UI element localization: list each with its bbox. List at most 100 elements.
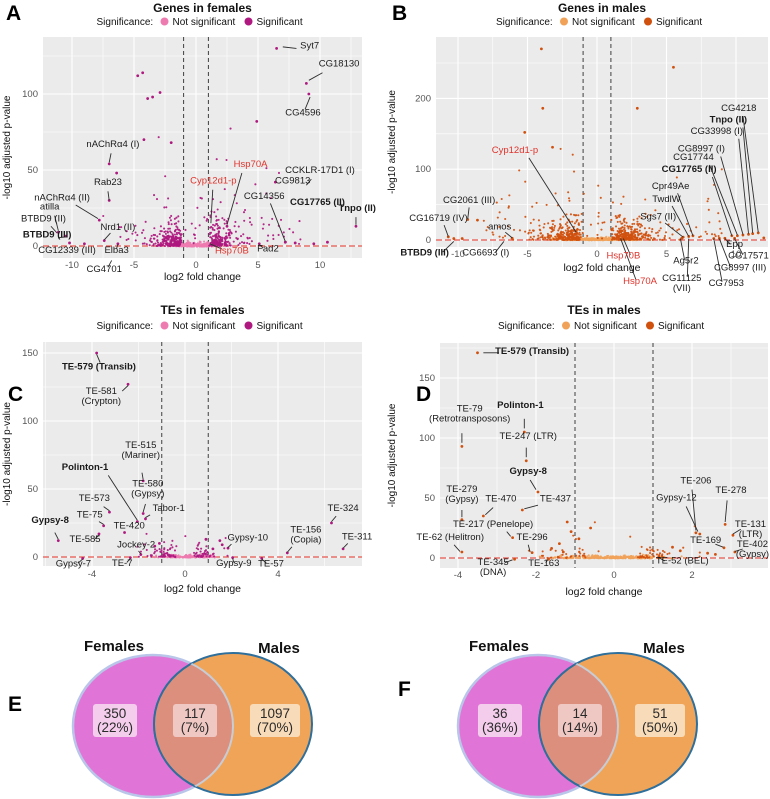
svg-text:0: 0: [426, 235, 431, 246]
x-axis: -4 -2 0 2: [454, 570, 695, 581]
not-significant-dot: [562, 321, 570, 330]
overlap-count: 14(14%): [558, 704, 602, 737]
y-axis: 0 100 200: [415, 93, 431, 246]
gene-label: TE-420: [114, 520, 145, 531]
gene-label: nAChRα4 (I): [86, 139, 139, 150]
svg-text:350: 350: [104, 706, 127, 721]
svg-text:Significant: Significant: [257, 321, 303, 332]
svg-text:-5: -5: [130, 260, 138, 271]
svg-text:Significance:: Significance:: [97, 17, 154, 28]
svg-text:0: 0: [193, 260, 198, 271]
gene-label: Elba3: [104, 245, 128, 256]
females-label: Females: [84, 638, 144, 655]
gene-label: Cyp12d1-p: [190, 176, 236, 187]
not-significant-dot: [560, 17, 568, 26]
panel-title: Genes in males: [558, 1, 646, 15]
svg-text:5: 5: [255, 260, 260, 271]
volcano-tes-females: TE-579 (Transib) TE-581(Crypton) TE-515(Ma…: [2, 303, 372, 595]
gene-label: Gypsy-10: [227, 533, 268, 544]
x-axis: -10 -5 0 5 10: [451, 249, 741, 260]
x-axis-label: log2 fold change: [563, 262, 640, 274]
gene-label: Syt7: [300, 40, 319, 51]
gene-label: TE-247 (LTR): [500, 431, 557, 442]
gene-labels: TE-579 (Transib) TE-581(Crypton) TE-515(Ma…: [31, 354, 372, 570]
gridlines: [440, 343, 768, 568]
y-axis: 0 50 100: [22, 89, 38, 252]
gene-label: TE-131: [735, 519, 766, 530]
gene-label: (DNA): [480, 567, 506, 578]
svg-text:10: 10: [731, 249, 742, 260]
gene-label: CG17765 (II): [290, 197, 345, 208]
svg-text:-5: -5: [523, 249, 531, 260]
svg-text:0: 0: [182, 569, 187, 580]
data-points: [56, 47, 358, 248]
gene-label: Rab23: [94, 177, 122, 188]
gene-label: TE-402: [737, 539, 768, 550]
svg-text:5: 5: [664, 249, 669, 260]
svg-text:Significance:: Significance:: [496, 17, 553, 28]
panel-letter-e: E: [8, 693, 23, 716]
females-only-count: 36(36%): [478, 704, 522, 737]
svg-text:117: 117: [184, 706, 206, 721]
plot-area: [440, 343, 768, 568]
gene-label: Hsp70B: [607, 250, 641, 261]
gene-label: Sgs7 (II): [640, 211, 676, 222]
gene-label: Hsp70A: [623, 276, 657, 287]
svg-text:-10: -10: [451, 249, 465, 260]
svg-text:100: 100: [22, 89, 38, 100]
gene-label: CG4218: [721, 103, 756, 114]
svg-text:0: 0: [430, 553, 435, 564]
gene-label: TE-579 (Transib): [62, 361, 136, 372]
gene-label: Cyp12d1-p: [492, 145, 538, 156]
svg-text:Significance:: Significance:: [97, 321, 154, 332]
gene-label: TE-515: [125, 440, 156, 451]
plot-area: [43, 37, 362, 258]
data-points: [460, 351, 737, 561]
gene-label: atilla: [40, 202, 60, 213]
svg-text:0: 0: [611, 570, 616, 581]
gene-label: CG17765 (II): [662, 164, 717, 175]
gene-label: Fad2: [257, 243, 279, 254]
gene-label: CG12339 (III): [38, 245, 96, 256]
svg-text:(7%): (7%): [181, 720, 210, 735]
panel-letter-a: A: [6, 2, 22, 25]
svg-text:2: 2: [689, 570, 694, 581]
plot-area: [436, 37, 768, 247]
gene-label: CG4596: [285, 107, 320, 118]
gene-label: TE-279: [446, 484, 477, 495]
svg-text:150: 150: [22, 348, 38, 359]
gene-label: TE-156: [290, 525, 321, 536]
gene-label: (Retrotransposons): [429, 414, 510, 425]
gene-label: TE-52 (BEL): [656, 555, 709, 566]
significant-dot: [244, 321, 253, 330]
svg-text:50: 50: [424, 493, 435, 504]
data-points: [446, 47, 766, 242]
significant-dot: [644, 17, 652, 26]
gene-label: TwdlW: [652, 194, 681, 205]
gene-label: TE-580: [132, 478, 163, 489]
gene-label: TE-324: [328, 503, 359, 514]
significance-legend: Significance: Not significant Significant: [496, 17, 702, 28]
not-significant-dot: [160, 321, 169, 330]
svg-text:0: 0: [33, 552, 38, 563]
svg-text:100: 100: [419, 433, 435, 444]
gridlines: [436, 37, 768, 247]
gene-label: Epp: [726, 239, 743, 250]
gene-label: CG16719 (IV): [409, 213, 468, 224]
gene-label: CG7953: [709, 278, 744, 289]
x-axis: -4 0 4: [88, 569, 281, 580]
gene-label: TE-217 (Penelope): [453, 519, 533, 530]
plot-area: [43, 342, 362, 566]
gene-label: TE-296: [517, 532, 548, 543]
significant-dot: [244, 17, 253, 26]
x-axis-label: log2 fold change: [565, 586, 642, 598]
gene-label: TE-585: [69, 534, 100, 545]
svg-text:100: 100: [22, 416, 38, 427]
males-only-count: 1097(70%): [250, 704, 300, 737]
gene-label: CG11125: [662, 273, 701, 284]
gene-label: Gypsy-7: [56, 559, 91, 570]
overlap-edge: [154, 654, 234, 795]
gene-label: Jockey-2: [117, 539, 155, 550]
gene-label: BTBD9 (III): [400, 248, 449, 259]
